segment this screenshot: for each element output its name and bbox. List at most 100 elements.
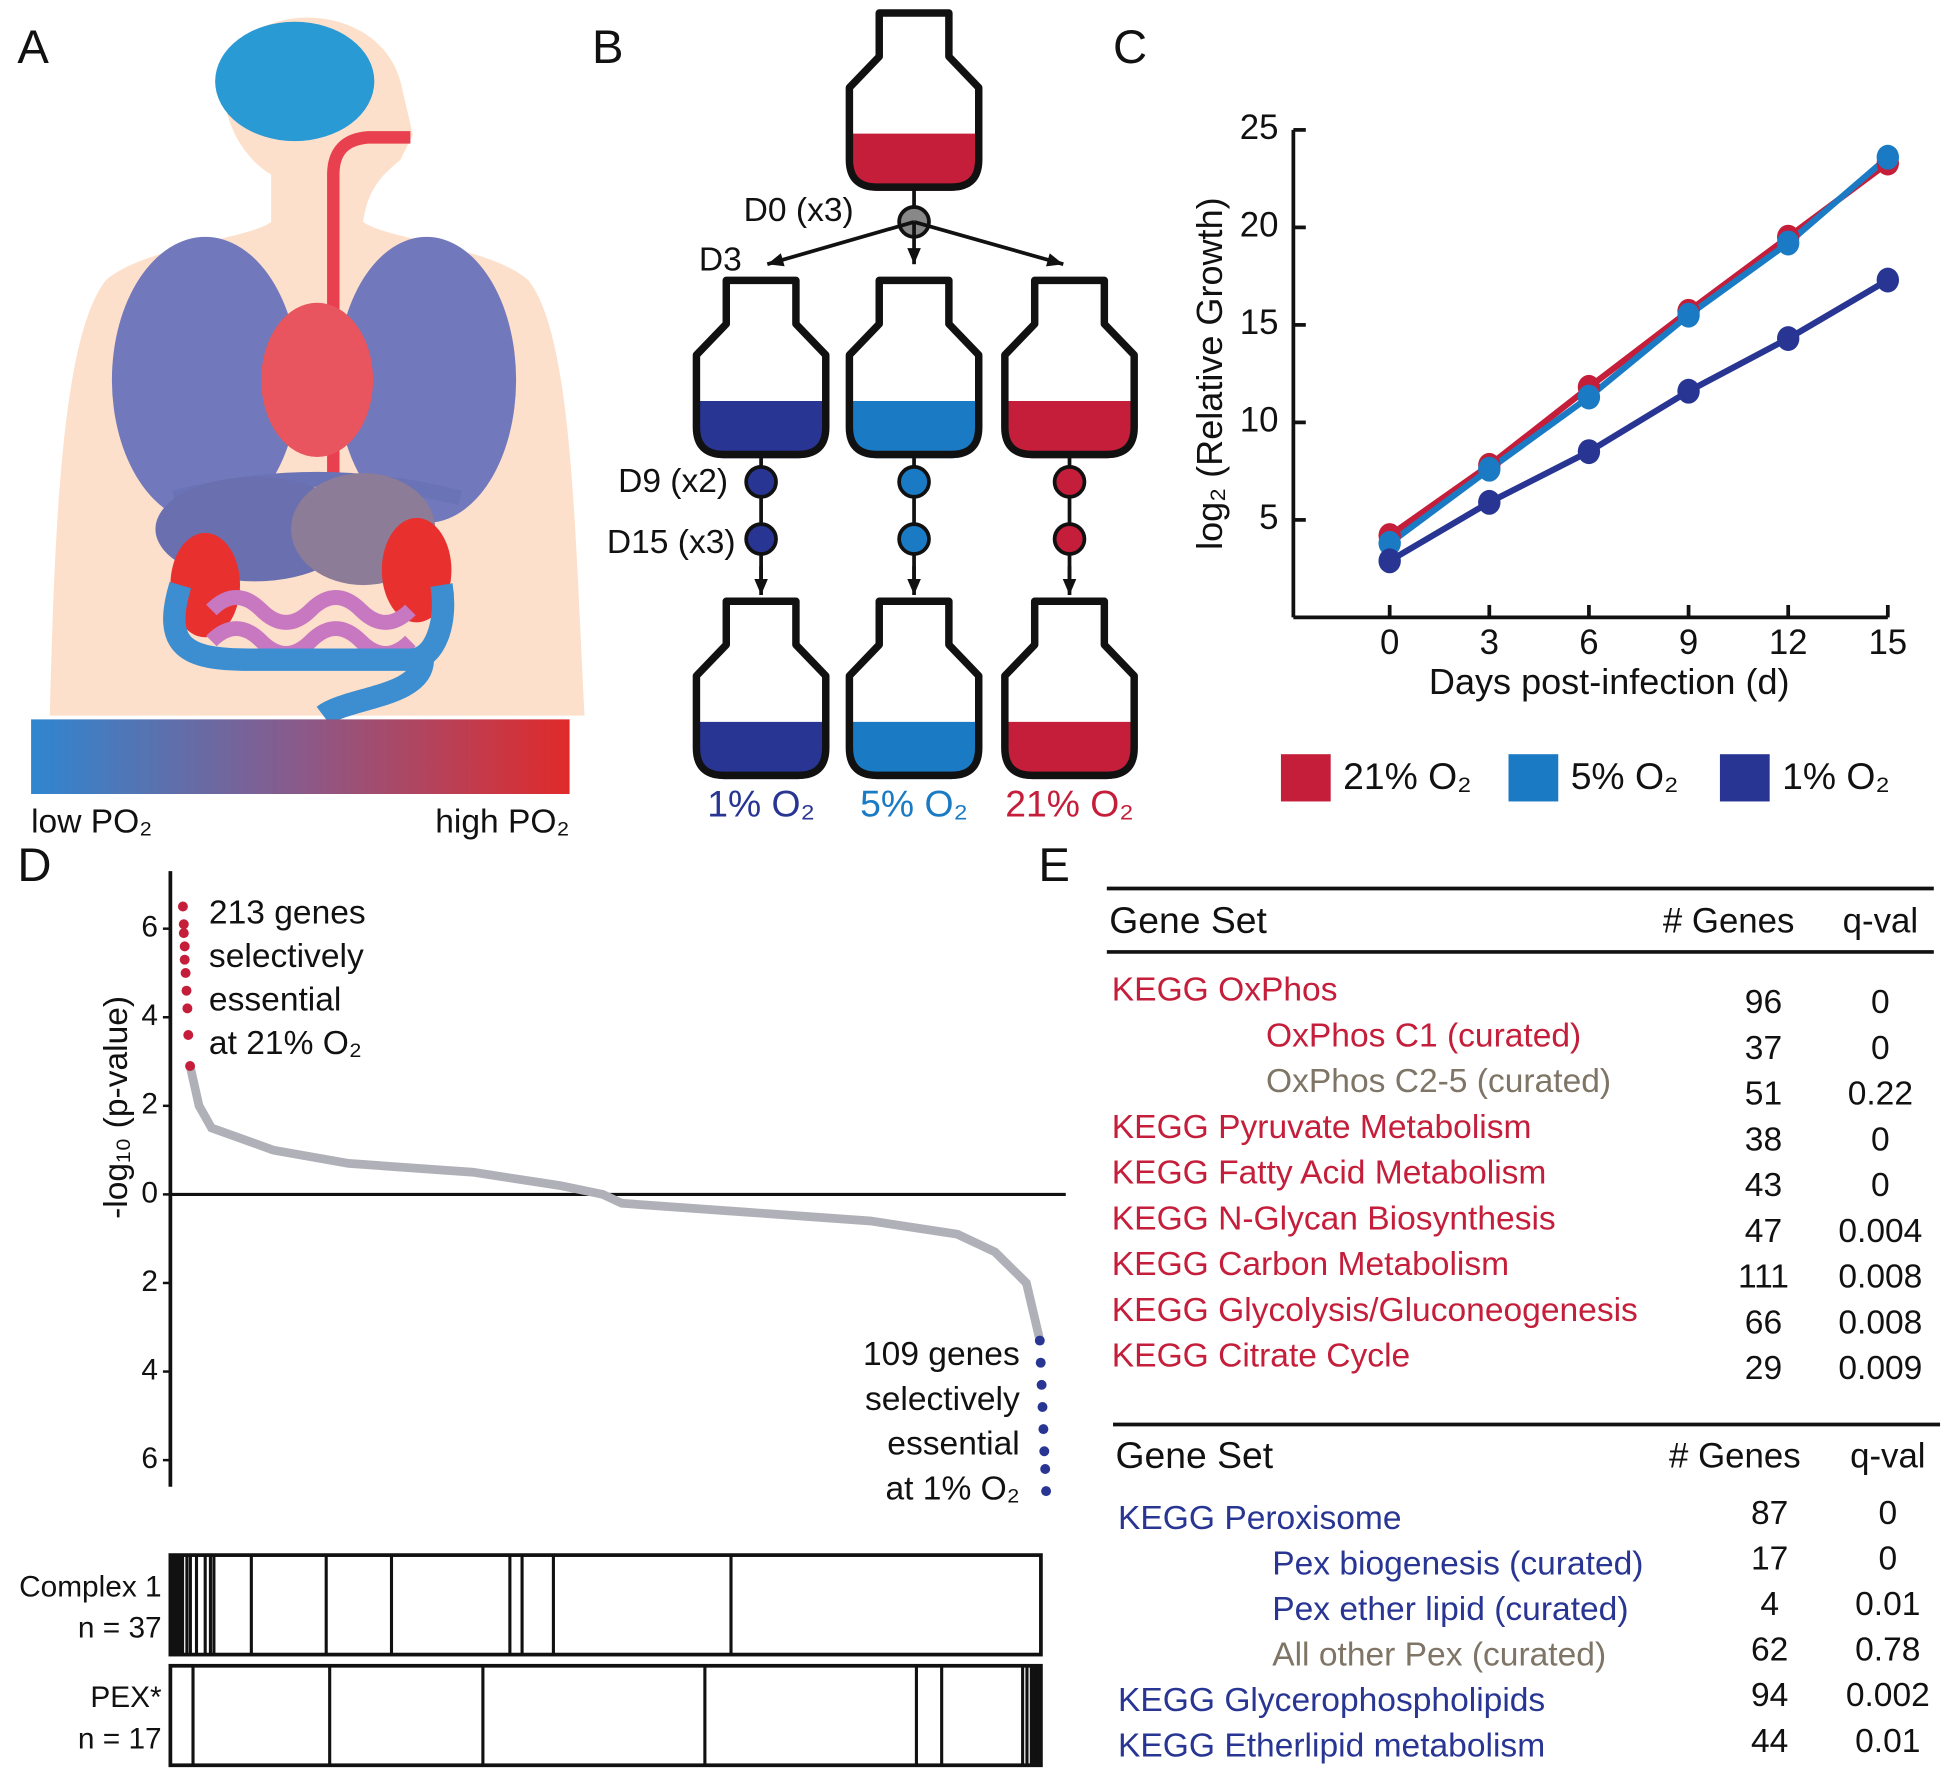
y-tick-label: 10	[1240, 401, 1279, 440]
kidney	[170, 532, 241, 638]
data-point	[1776, 326, 1800, 351]
gene-set-name: Pex ether lipid (curated)	[1272, 1591, 1628, 1628]
flask-liquid	[1004, 401, 1135, 459]
y-tick-label: 2	[141, 1265, 158, 1298]
annotation: at 21% O₂	[209, 1025, 362, 1062]
flask	[1001, 597, 1138, 780]
q-value: 0	[1871, 984, 1890, 1021]
q-value: 0.008	[1838, 1304, 1922, 1341]
q-value: 0.01	[1855, 1723, 1920, 1760]
q-value: 0	[1871, 1167, 1890, 1204]
flask	[692, 597, 830, 780]
gene-point	[1040, 1464, 1051, 1474]
timepoint-label: D15 (x3)	[607, 524, 736, 561]
q-value: 0.002	[1846, 1677, 1930, 1714]
x-tick-label: 9	[1679, 623, 1698, 662]
data-point	[1478, 456, 1501, 482]
x-tick-label: 0	[1380, 623, 1399, 662]
panel-letter: E	[1038, 839, 1070, 892]
culture-diagram: 1% O₂ 5% O₂ 21% O₂	[692, 9, 1138, 824]
gene-count: 44	[1751, 1723, 1788, 1760]
legend-swatch	[1508, 754, 1559, 802]
gene-set-name: OxPhos C1 (curated)	[1266, 1017, 1581, 1054]
gene-count: 29	[1745, 1350, 1782, 1387]
rank-chart: 6 4 2 0 2 4 6 -log₁₀ (p-value) 213 genes selectiv…	[19, 871, 1066, 1768]
gene-set-name: KEGG Etherlipid metabolism	[1118, 1728, 1545, 1765]
rug-box	[168, 1553, 1043, 1657]
gene-point	[1034, 1335, 1045, 1346]
panel-letter: D	[17, 839, 51, 892]
panel-letter: B	[592, 21, 624, 74]
gene-count: 62	[1751, 1632, 1788, 1669]
gene-point	[1035, 1357, 1046, 1368]
gene-set-name: Pex biogenesis (curated)	[1272, 1546, 1643, 1583]
annotation: selectively	[865, 1381, 1020, 1418]
gene-set-name: KEGG OxPhos	[1112, 972, 1338, 1009]
annotation: 109 genes	[863, 1336, 1020, 1373]
sample-node	[744, 465, 778, 499]
gene-count: 4	[1760, 1586, 1779, 1623]
arrow-head	[767, 253, 785, 267]
x-axis-label: Days post-infection (d)	[1429, 661, 1790, 702]
condition-label: 5% O₂	[860, 782, 968, 824]
q-value: 0.78	[1855, 1632, 1920, 1669]
data-point	[1876, 267, 1900, 293]
data-point	[1378, 530, 1401, 556]
x-tick-label: 3	[1480, 623, 1499, 662]
q-value: 0	[1878, 1541, 1897, 1578]
y-tick-label: 25	[1240, 108, 1279, 147]
flask-liquid	[1004, 721, 1135, 780]
gene-set-name: KEGG Glycolysis/Gluconeogenesis	[1112, 1292, 1638, 1329]
annotation: essential	[209, 982, 341, 1019]
series-line	[1388, 277, 1890, 564]
colon	[163, 581, 455, 726]
panel-letter: C	[1113, 21, 1147, 74]
gene-point	[178, 928, 189, 939]
gene-count: 38	[1745, 1121, 1782, 1158]
rug-label: Complex 1	[19, 1571, 162, 1604]
gene-count: 111	[1738, 1259, 1789, 1296]
q-value: 0.22	[1848, 1076, 1913, 1113]
legend-swatch	[1719, 754, 1770, 802]
gene-count: 17	[1751, 1541, 1788, 1578]
annotation: essential	[887, 1426, 1019, 1463]
table-header: Gene Set	[1109, 899, 1267, 941]
gene-count: 37	[1745, 1030, 1782, 1067]
flask	[692, 276, 830, 459]
rug-label: PEX*	[90, 1681, 162, 1714]
gene-count: 43	[1745, 1167, 1782, 1204]
rug-box	[168, 1663, 1043, 1768]
po2-gradient-bar	[31, 719, 570, 794]
q-value: 0.01	[1855, 1586, 1920, 1623]
x-tick-label: 6	[1579, 623, 1598, 662]
gene-set-name: KEGG Glycerophospholipids	[1118, 1682, 1545, 1719]
q-value: 0	[1871, 1121, 1890, 1158]
lung	[337, 236, 517, 523]
gene-point	[179, 954, 190, 965]
timepoint-label: D0 (x3)	[744, 192, 854, 229]
x-tick-label: 15	[1868, 623, 1907, 662]
data-point	[1876, 144, 1900, 170]
gene-count: 66	[1745, 1304, 1782, 1341]
gene-point	[1041, 1486, 1052, 1497]
arrow	[913, 220, 1064, 267]
gene-point	[180, 967, 191, 978]
gene-set-name: KEGG Peroxisome	[1118, 1500, 1402, 1537]
series-line	[1387, 154, 1890, 546]
lung	[111, 236, 299, 523]
y-tick-label: 4	[141, 1353, 158, 1386]
panel-letter: A	[17, 21, 49, 74]
gene-set-name: KEGG N-Glycan Biosynthesis	[1112, 1200, 1556, 1237]
x-tick-label: 12	[1769, 623, 1808, 662]
sample-node	[744, 522, 778, 556]
body-illustration	[49, 17, 585, 726]
annotation: at 1% O₂	[885, 1470, 1019, 1507]
table-header: q-val	[1850, 1436, 1925, 1475]
condition-label: 21% O₂	[1005, 782, 1134, 824]
gene-count: 87	[1751, 1495, 1788, 1532]
y-axis-label: -log₁₀ (p-value)	[98, 996, 135, 1219]
q-value: 0.008	[1838, 1259, 1922, 1296]
legend-swatch	[1280, 754, 1331, 802]
y-tick-label: 5	[1259, 498, 1278, 537]
flask-liquid	[849, 133, 979, 191]
